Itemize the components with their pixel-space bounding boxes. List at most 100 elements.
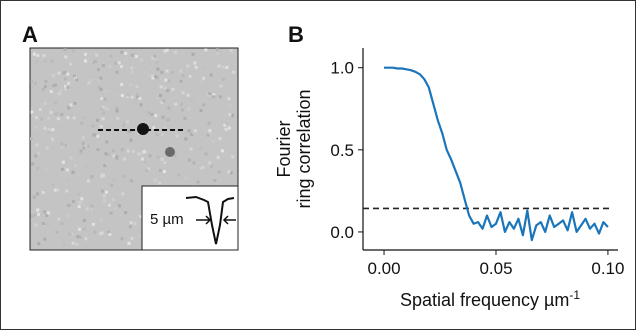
speckle-dot (231, 155, 234, 158)
speckle-dot (72, 49, 75, 52)
speckle-dot (163, 125, 166, 128)
speckle-dot (192, 102, 195, 105)
speckle-dot (42, 222, 45, 225)
speckle-dot (218, 65, 221, 68)
speckle-dot (124, 211, 127, 214)
speckle-dot (202, 103, 205, 106)
panel-label: A (22, 22, 38, 47)
speckle-dot (65, 190, 68, 193)
x-tick-label: 0.05 (479, 259, 512, 278)
speckle-dot (41, 103, 44, 106)
speckle-dot (77, 172, 80, 175)
speckle-dot (34, 223, 37, 226)
speckle-dot (222, 78, 225, 81)
speckle-dot (103, 195, 106, 198)
speckle-dot (207, 69, 210, 72)
speckle-dot (72, 242, 75, 245)
speckle-dot (110, 184, 113, 187)
speckle-dot (174, 51, 177, 54)
speckle-dot (63, 71, 66, 74)
speckle-dot (39, 108, 42, 111)
speckle-dot (131, 96, 134, 99)
speckle-dot (156, 96, 159, 99)
speckle-dot (197, 180, 200, 183)
speckle-dot (141, 158, 144, 161)
speckle-dot (72, 200, 75, 203)
speckle-dot (221, 149, 224, 152)
speckle-dot (228, 105, 231, 108)
speckle-dot (223, 113, 226, 116)
speckle-dot (200, 109, 203, 112)
speckle-dot (103, 199, 106, 202)
speckle-dot (90, 79, 93, 82)
micrograph: 5 µm (30, 48, 238, 250)
speckle-dot (213, 179, 216, 182)
speckle-dot (144, 160, 147, 163)
speckle-dot (108, 65, 111, 68)
speckle-dot (131, 54, 134, 57)
speckle-dot (103, 98, 106, 101)
x-tick-label: 0.10 (591, 259, 624, 278)
speckle-dot (46, 222, 49, 225)
speckle-dot (43, 210, 46, 213)
speckle-dot (127, 242, 130, 245)
speckle-dot (66, 73, 69, 76)
speckle-dot (225, 66, 228, 69)
speckle-dot (121, 237, 124, 240)
speckle-dot (94, 231, 97, 234)
speckle-dot (115, 107, 118, 110)
speckle-dot (202, 67, 205, 70)
speckle-dot (166, 89, 169, 92)
speckle-dot (100, 88, 103, 91)
speckle-dot (112, 178, 115, 181)
speckle-dot (159, 94, 162, 97)
speckle-dot (44, 80, 47, 83)
speckle-dot (116, 117, 119, 120)
speckle-dot (35, 116, 38, 119)
speckle-dot (179, 69, 182, 72)
speckle-dot (112, 155, 115, 158)
speckle-dot (123, 158, 126, 161)
speckle-dot (156, 133, 159, 136)
speckle-dot (43, 60, 46, 63)
speckle-dot (195, 66, 198, 69)
speckle-dot (75, 78, 78, 81)
speckle-dot (124, 52, 127, 55)
speckle-dot (108, 233, 111, 236)
speckle-dot (155, 58, 158, 61)
speckle-dot (231, 114, 234, 117)
speckle-dot (30, 80, 33, 83)
speckle-dot (188, 129, 191, 132)
speckle-dot (45, 241, 48, 244)
speckle-dot (131, 71, 134, 74)
speckle-dot (129, 83, 132, 86)
speckle-dot (100, 108, 103, 111)
speckle-dot (219, 95, 222, 98)
speckle-dot (207, 134, 210, 137)
speckle-dot (192, 161, 195, 164)
speckle-dot (192, 120, 195, 123)
x-axis-label: Spatial frequency µm-1 (400, 288, 580, 310)
speckle-dot (48, 244, 51, 247)
x-tick-label: 0.00 (367, 259, 400, 278)
speckle-dot (47, 229, 50, 232)
speckle-dot (191, 53, 194, 56)
speckle-dot (51, 138, 54, 141)
speckle-dot (222, 66, 225, 69)
speckle-dot (121, 192, 124, 195)
speckle-dot (54, 189, 57, 192)
speckle-dot (190, 98, 193, 101)
speckle-dot (220, 85, 223, 88)
speckle-dot (55, 112, 58, 115)
speckle-dot (142, 151, 145, 154)
speckle-dot (154, 75, 157, 78)
speckle-dot (102, 117, 105, 120)
speckle-dot (114, 207, 117, 210)
speckle-dot (181, 108, 184, 111)
speckle-dot (102, 112, 105, 115)
speckle-dot (164, 79, 167, 82)
speckle-dot (148, 74, 151, 77)
speckle-dot (160, 71, 163, 74)
speckle-dot (84, 53, 87, 56)
y-axis-label-line: ring correlation (294, 89, 314, 208)
